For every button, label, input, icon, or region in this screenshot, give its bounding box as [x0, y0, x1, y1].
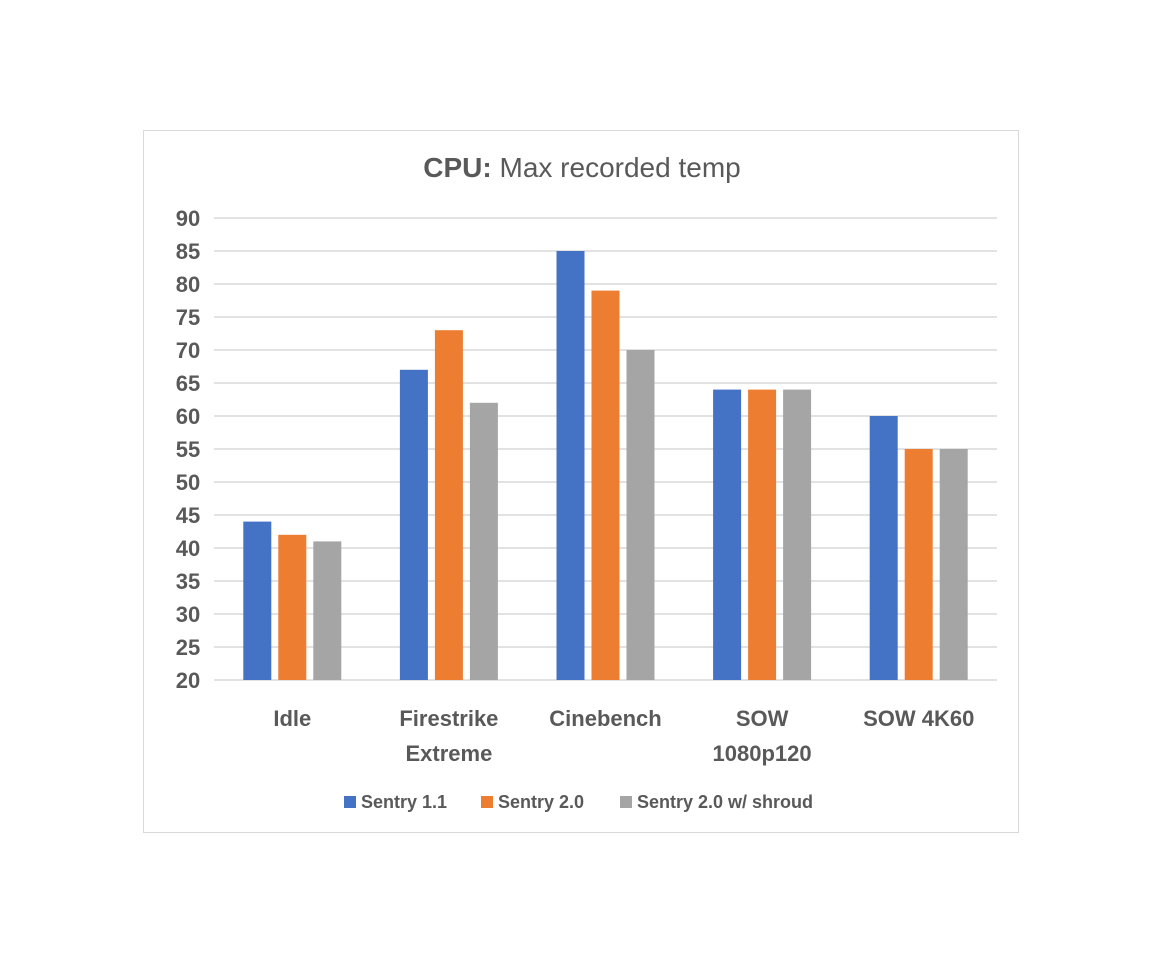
chart-title-rest: Max recorded temp	[492, 152, 741, 183]
x-tick-label: Extreme	[405, 741, 492, 766]
bar	[591, 290, 620, 680]
bar	[713, 389, 742, 680]
legend-swatch	[481, 796, 493, 808]
y-axis-ticks: 20 25 30 35 40 45 50 55 60 65 70 75 80 85 90	[176, 206, 200, 693]
legend-label: Sentry 1.1	[361, 792, 447, 812]
x-tick-label: Firestrike	[399, 706, 498, 731]
bar	[243, 521, 272, 680]
bar	[399, 369, 428, 680]
bar	[748, 389, 777, 680]
y-tick-label: 90	[176, 206, 200, 231]
y-tick-label: 30	[176, 602, 200, 627]
bar	[313, 541, 342, 680]
y-tick-label: 40	[176, 536, 200, 561]
legend-item: Sentry 2.0 w/ shroud	[620, 792, 813, 812]
chart-title-bold: CPU:	[423, 152, 491, 183]
bar	[626, 350, 655, 680]
legend-swatch	[344, 796, 356, 808]
y-tick-label: 25	[176, 635, 200, 660]
x-tick-label: Cinebench	[549, 706, 661, 731]
y-tick-label: 20	[176, 668, 200, 693]
y-tick-label: 60	[176, 404, 200, 429]
x-axis-ticks: Idle Firestrike Extreme Cinebench SOW 1080p12…	[273, 706, 974, 766]
x-tick-label: SOW	[736, 706, 789, 731]
legend-label: Sentry 2.0 w/ shroud	[637, 792, 813, 812]
x-tick-label: SOW 4K60	[863, 706, 974, 731]
x-tick-label: Idle	[273, 706, 311, 731]
legend-item: Sentry 1.1	[344, 792, 447, 812]
y-tick-label: 35	[176, 569, 200, 594]
y-tick-label: 45	[176, 503, 200, 528]
y-tick-label: 65	[176, 371, 200, 396]
bar	[904, 449, 933, 680]
chart-title: CPU: Max recorded temp	[423, 152, 740, 183]
bar	[434, 330, 463, 680]
bar	[869, 416, 898, 680]
legend-item: Sentry 2.0	[481, 792, 584, 812]
y-tick-label: 80	[176, 272, 200, 297]
y-tick-label: 70	[176, 338, 200, 363]
bar	[469, 402, 498, 680]
bar	[783, 389, 812, 680]
bar	[278, 534, 307, 680]
legend-label: Sentry 2.0	[498, 792, 584, 812]
y-tick-label: 50	[176, 470, 200, 495]
legend-swatch	[620, 796, 632, 808]
y-tick-label: 55	[176, 437, 200, 462]
bar	[556, 251, 585, 680]
y-tick-label: 75	[176, 305, 200, 330]
bar	[939, 449, 968, 680]
bars	[243, 251, 968, 680]
x-tick-label: 1080p120	[713, 741, 812, 766]
legend: Sentry 1.1 Sentry 2.0 Sentry 2.0 w/ shroud	[344, 792, 813, 812]
y-tick-label: 85	[176, 239, 200, 264]
